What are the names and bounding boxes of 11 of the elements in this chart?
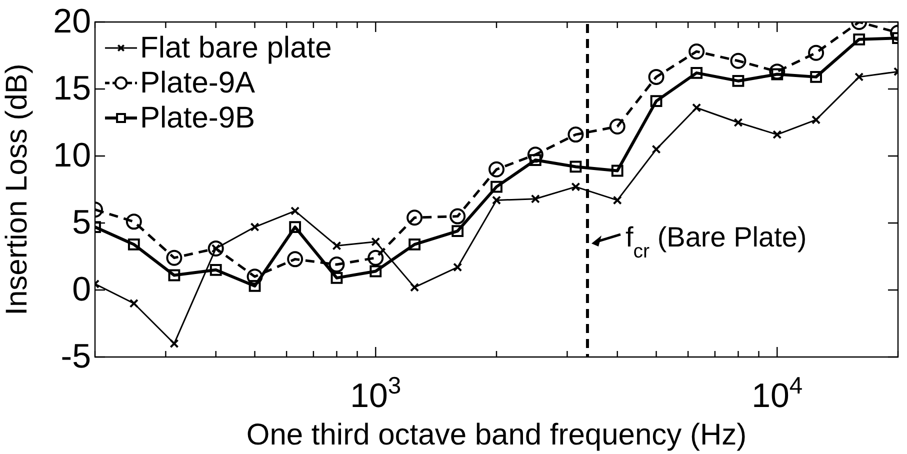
y-tick-label: -5 [60, 337, 91, 376]
y-axis-title: Insertion Loss (dB) [0, 64, 34, 316]
y-tick-label: 10 [53, 136, 91, 174]
y-tick-label: 5 [72, 203, 91, 242]
legend-label: Flat bare plate [140, 31, 332, 64]
legend-label: Plate-9B [140, 101, 256, 134]
y-tick-label: 0 [72, 270, 91, 308]
legend-label: Plate-9A [140, 66, 256, 100]
x-axis-title: One third octave band frequency (Hz) [246, 418, 747, 452]
y-tick-label: 15 [53, 69, 91, 108]
y-tick-label: 20 [53, 2, 91, 40]
